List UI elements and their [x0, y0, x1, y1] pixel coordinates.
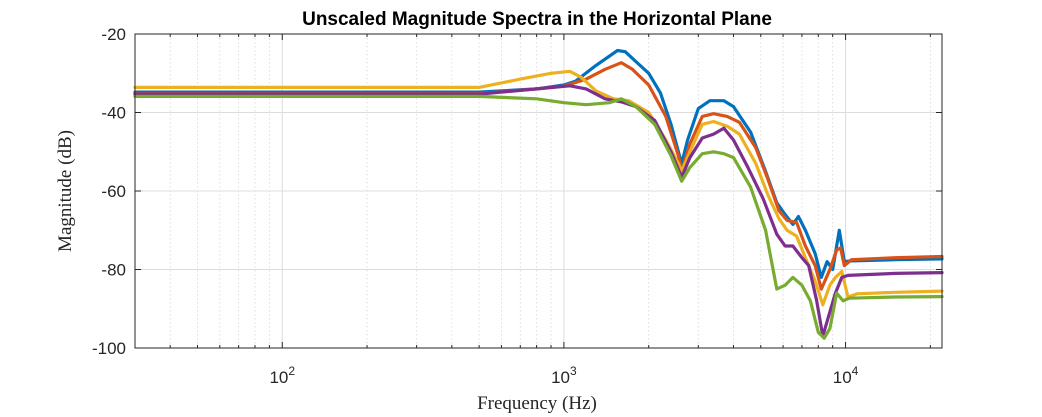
- series-line-4: [133, 84, 944, 338]
- y-axis-label: Magnitude (dB): [55, 130, 76, 252]
- x-axis-label: Frequency (Hz): [477, 393, 597, 414]
- y-tick-label: -60: [101, 182, 126, 201]
- chart-title: Unscaled Magnitude Spectra in the Horizo…: [302, 9, 772, 30]
- y-tick-label: -40: [101, 104, 126, 123]
- x-tick-labels: 102 103 104: [269, 364, 858, 387]
- series-line-2: [133, 61, 944, 291]
- series-line-5: [133, 94, 944, 340]
- y-tick-label: -20: [101, 25, 126, 44]
- x-tick-label: 103: [551, 364, 577, 387]
- ticks: [135, 33, 942, 349]
- y-tick-labels: -20 -40 -60 -80 -100: [92, 25, 126, 358]
- x-tick-label: 102: [269, 364, 295, 387]
- series-line-3: [133, 69, 944, 307]
- y-tick-label: -80: [101, 261, 126, 280]
- grid: [135, 34, 942, 348]
- series-layer: [133, 48, 944, 340]
- series-line-1: [133, 48, 944, 279]
- x-tick-label: 104: [833, 364, 859, 387]
- y-tick-label: -100: [92, 339, 126, 358]
